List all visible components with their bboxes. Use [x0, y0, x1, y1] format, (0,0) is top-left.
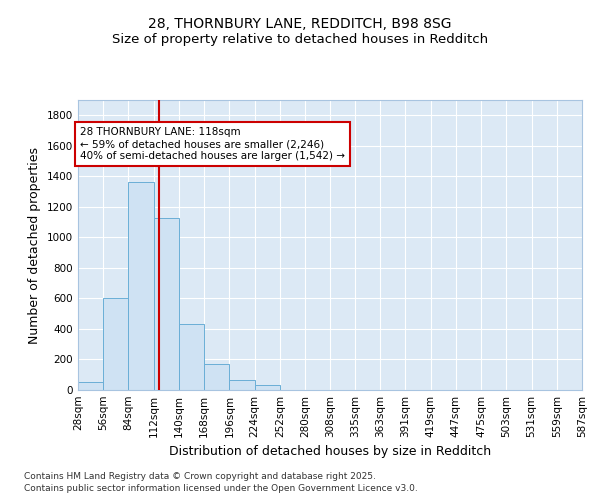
Bar — [154, 218, 179, 390]
Y-axis label: Number of detached properties: Number of detached properties — [28, 146, 41, 344]
Bar — [204, 364, 229, 390]
Text: Contains HM Land Registry data © Crown copyright and database right 2025.
Contai: Contains HM Land Registry data © Crown c… — [24, 472, 418, 493]
Bar — [229, 380, 255, 390]
Text: 28, THORNBURY LANE, REDDITCH, B98 8SG: 28, THORNBURY LANE, REDDITCH, B98 8SG — [148, 18, 452, 32]
Text: Size of property relative to detached houses in Redditch: Size of property relative to detached ho… — [112, 32, 488, 46]
Bar — [78, 382, 103, 390]
X-axis label: Distribution of detached houses by size in Redditch: Distribution of detached houses by size … — [169, 446, 491, 458]
Bar — [255, 384, 280, 390]
Bar — [103, 298, 128, 390]
Bar — [179, 324, 204, 390]
Bar — [128, 182, 154, 390]
Text: 28 THORNBURY LANE: 118sqm
← 59% of detached houses are smaller (2,246)
40% of se: 28 THORNBURY LANE: 118sqm ← 59% of detac… — [80, 128, 345, 160]
